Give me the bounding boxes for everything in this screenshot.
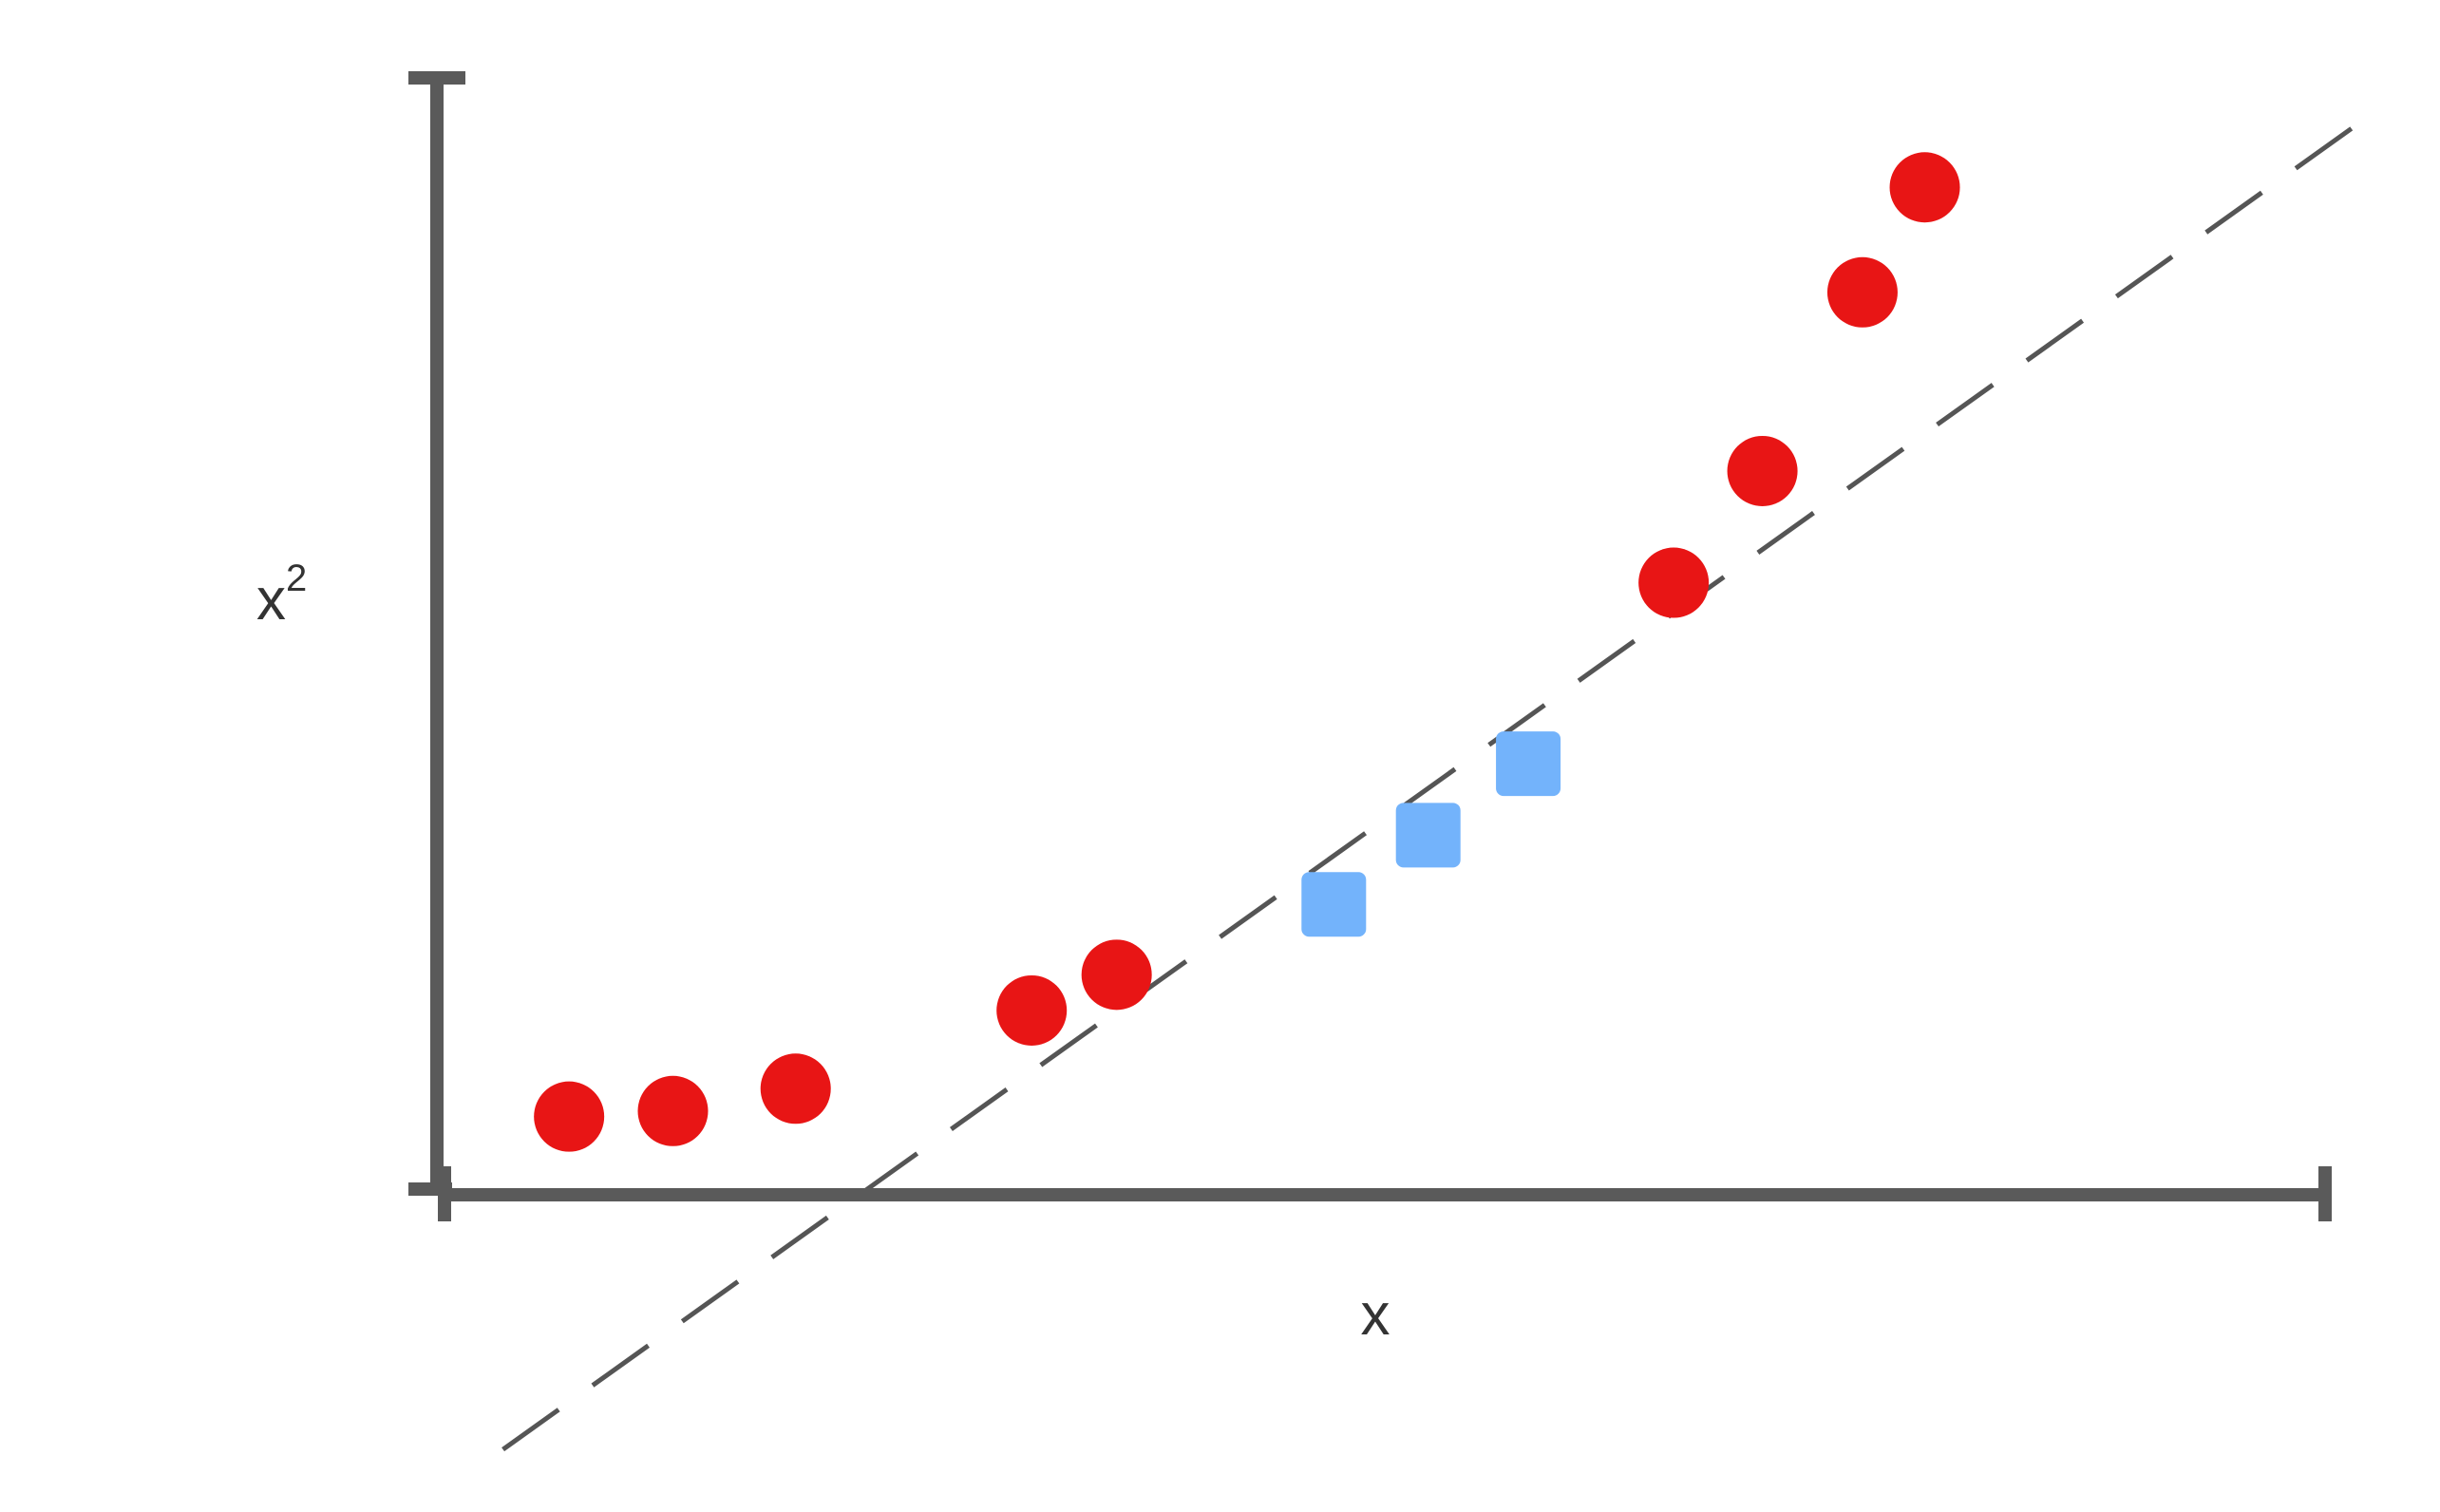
circle-point-9	[1889, 152, 1960, 223]
circle-point-1	[534, 1081, 605, 1152]
square-point-3	[1496, 731, 1561, 797]
circle-point-2	[637, 1075, 709, 1146]
circle-point-5	[1081, 939, 1152, 1011]
circle-point-3	[760, 1053, 831, 1125]
square-point-1	[1301, 872, 1367, 937]
y-axis-label: x2	[256, 558, 307, 633]
dashed-reference-line	[501, 104, 2384, 1452]
reference-line-layer	[501, 104, 2384, 1452]
y-axis-label-base: x	[256, 567, 286, 633]
data-points-layer	[534, 152, 1960, 1152]
circle-point-4	[996, 974, 1068, 1046]
circle-point-6	[1638, 547, 1710, 618]
circle-point-8	[1826, 256, 1898, 328]
axes	[408, 71, 2332, 1221]
circle-point-7	[1727, 435, 1798, 506]
square-point-2	[1395, 803, 1461, 868]
y-axis-label-superscript: 2	[286, 558, 307, 599]
x-axis-label: x	[1361, 1282, 1390, 1348]
